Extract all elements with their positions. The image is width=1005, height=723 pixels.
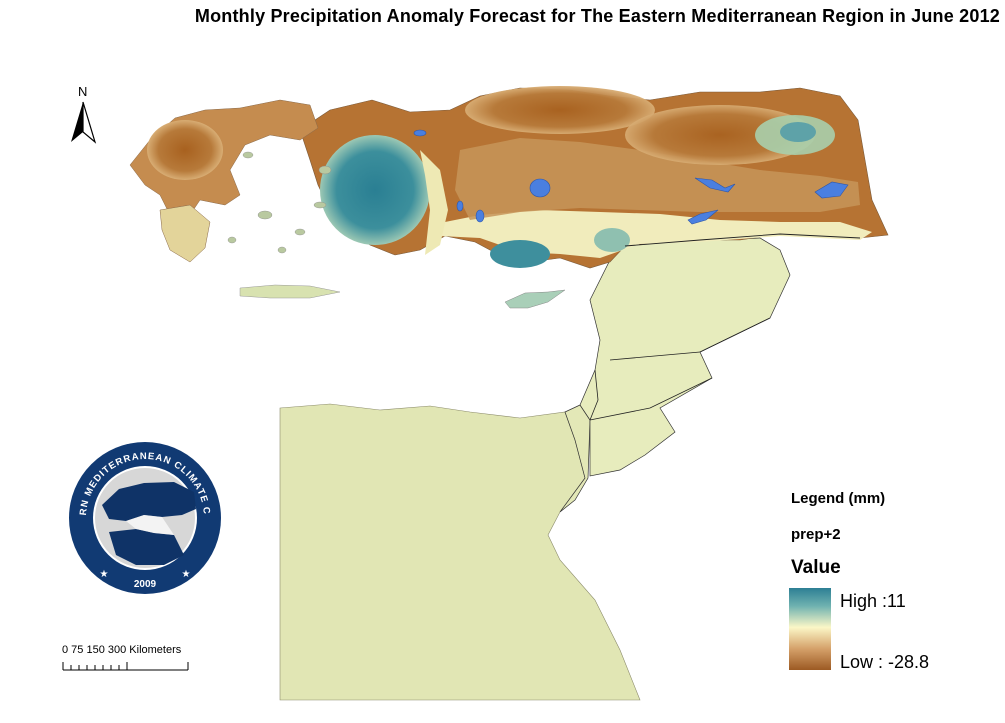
legend-color-ramp: [789, 588, 831, 670]
region-crete: [239, 284, 341, 299]
lake-ataturk: [694, 177, 736, 193]
region-levant: [579, 237, 791, 477]
logo-year: 2009: [134, 579, 157, 590]
logo-star-left: ★: [100, 569, 109, 580]
dry-core-north: [465, 86, 655, 134]
legend-layer-name: prep+2: [791, 526, 841, 543]
logo-star-right: ★: [182, 569, 191, 580]
wet-anomaly-edge: [420, 150, 448, 255]
wet-patch-northeast-core: [780, 122, 816, 142]
emcc-logo: EASTERN MEDITERRANEAN CLIMATE CENTRE 200…: [64, 437, 224, 597]
wet-anomaly-south: [490, 240, 550, 268]
wet-anomaly-aegean: [320, 135, 430, 245]
legend-low-label: Low : -28.8: [840, 652, 930, 672]
border-syria-iraq: [699, 317, 771, 353]
lake-tuz: [529, 178, 551, 198]
map-title: Monthly Precipitation Anomaly Forecast f…: [194, 6, 1000, 26]
border-syria-turkey: [624, 233, 861, 247]
lake-marmara: [413, 129, 427, 137]
region-cyprus: [504, 289, 566, 309]
border-jordan: [589, 351, 713, 421]
lake-beysehir: [475, 209, 485, 223]
lake-egirdir: [456, 200, 464, 212]
lake-van: [814, 181, 849, 199]
legend-field-name: Value: [791, 557, 841, 578]
legend: Legend (mm) prep+2 Value High :11 Low : …: [789, 490, 999, 680]
scale-bar: 0 75 150 300 Kilometers: [52, 644, 242, 674]
scale-bar-text: 0 75 150 300 Kilometers: [62, 644, 182, 656]
legend-title: Legend (mm): [791, 490, 886, 507]
turkey-mid-band: [455, 138, 860, 220]
legend-high-label: High :11: [840, 591, 906, 611]
lake-keban: [687, 209, 719, 225]
lakes: [413, 129, 849, 225]
aegean-islands: [227, 151, 332, 254]
border-israel: [589, 369, 599, 421]
wet-anomaly-hatay: [594, 228, 630, 252]
dry-core-greece: [147, 120, 223, 180]
north-arrow-label: N: [78, 84, 88, 99]
dry-core-east: [625, 105, 815, 165]
scale-bar-ticks: [62, 662, 189, 671]
north-arrow-icon: [71, 101, 97, 144]
region-peloponnese: [159, 204, 211, 263]
